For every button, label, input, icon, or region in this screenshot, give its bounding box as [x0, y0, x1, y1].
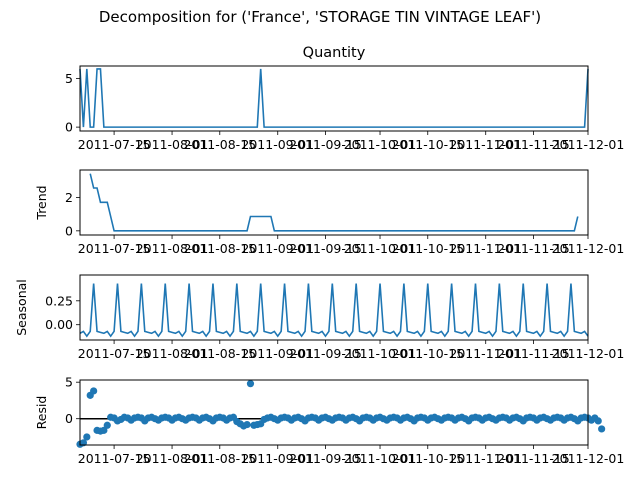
x-tick-label: 2011-08-15	[183, 137, 256, 152]
x-tick-label: 2011-09-01	[241, 241, 314, 256]
x-tick-label: 2011-09-01	[241, 137, 314, 152]
x-tick-label: 2011-09-15	[289, 346, 362, 361]
x-tick-label: 2011-12-01	[552, 241, 625, 256]
trend-ylabel: Trend	[34, 185, 49, 220]
x-tick-label: 2011-11-01	[449, 346, 522, 361]
x-tick-label: 2011-09-01	[241, 346, 314, 361]
x-tick-label: 2011-07-15	[78, 137, 151, 152]
x-tick-label: 2011-10-15	[391, 137, 464, 152]
x-tick-label: 2011-07-15	[78, 346, 151, 361]
x-tick-label: 2011-11-15	[497, 346, 570, 361]
x-tick-label: 2011-08-01	[136, 241, 209, 256]
x-tick-label: 2011-10-01	[344, 137, 417, 152]
x-tick-label: 2011-09-15	[289, 137, 362, 152]
seasonal-ylabel: Seasonal	[14, 279, 29, 336]
panel-resid: 05Resid2011-07-152011-08-012011-08-15201…	[34, 375, 624, 466]
x-tick-label: 2011-08-15	[183, 241, 256, 256]
panels: Quantity052011-07-152011-08-012011-08-15…	[14, 45, 624, 466]
resid-point	[90, 387, 98, 395]
y-tick-label: 2	[65, 190, 73, 205]
resid-axes-frame	[79, 379, 589, 446]
seasonal-series-line	[79, 283, 589, 338]
x-tick-label: 2011-12-01	[552, 346, 625, 361]
x-tick-label: 2011-11-01	[449, 137, 522, 152]
figure-title: Decomposition for ('France', 'STORAGE TI…	[99, 8, 541, 26]
seasonal-axes-frame	[79, 274, 589, 341]
x-tick-label: 2011-12-01	[552, 451, 625, 466]
panel-observed: Quantity 0 5 2011-07-152011-08-012011-08-15…	[65, 45, 624, 152]
x-tick-label: 2011-10-01	[344, 346, 417, 361]
x-tick-label: 2011-11-15	[497, 451, 570, 466]
x-tick-label: 2011-11-01	[449, 241, 522, 256]
x-tick-label: 2011-11-15	[497, 241, 570, 256]
x-tick-label: 2011-08-15	[183, 451, 256, 466]
y-tick-label: 0	[65, 223, 73, 238]
y-tick-label: 0.25	[45, 293, 73, 308]
x-tick-label: 2011-08-01	[136, 346, 209, 361]
y-tick-label: 0	[65, 411, 73, 426]
resid-point	[594, 417, 602, 425]
resid-point	[246, 380, 255, 388]
x-tick-label: 2011-09-01	[241, 451, 314, 466]
resid-point	[598, 425, 606, 433]
y-tick-label: 0.00	[45, 317, 73, 332]
x-tick-label: 2011-10-15	[391, 346, 464, 361]
x-tick-label: 2011-10-01	[344, 241, 417, 256]
x-tick-label: 2011-10-01	[344, 451, 417, 466]
x-tick-label: 2011-10-15	[391, 451, 464, 466]
resid-point	[243, 420, 251, 429]
panel-seasonal: 0.250.00Seasonal2011-07-152011-08-012011…	[14, 274, 625, 361]
x-tick-label: 2011-08-01	[136, 451, 209, 466]
x-tick-label: 2011-11-01	[449, 451, 522, 466]
y-tick-label: 5	[65, 71, 73, 86]
x-tick-label: 2011-08-15	[183, 346, 256, 361]
x-tick-label: 2011-07-15	[78, 451, 151, 466]
x-tick-label: 2011-09-15	[289, 241, 362, 256]
x-tick-label: 2011-08-01	[136, 137, 209, 152]
trend-series-line	[89, 173, 579, 232]
observed-axes-frame	[79, 65, 589, 132]
y-tick-label: 5	[65, 375, 73, 390]
x-tick-label: 2011-12-01	[552, 137, 625, 152]
x-tick-label: 2011-09-15	[289, 451, 362, 466]
resid-point	[100, 426, 108, 434]
x-tick-label: 2011-07-15	[78, 241, 151, 256]
x-tick-label: 2011-10-15	[391, 241, 464, 256]
resid-point	[103, 421, 111, 429]
observed-title: Quantity	[303, 45, 366, 61]
panel-trend: 02Trend2011-07-152011-08-012011-08-15201…	[34, 169, 625, 256]
y-tick-label: 0	[65, 120, 73, 135]
resid-ylabel: Resid	[34, 396, 49, 430]
observed-series-line	[79, 68, 589, 128]
x-tick-label: 2011-11-15	[497, 137, 570, 152]
resid-point	[83, 433, 91, 441]
trend-axes-frame	[79, 169, 589, 236]
